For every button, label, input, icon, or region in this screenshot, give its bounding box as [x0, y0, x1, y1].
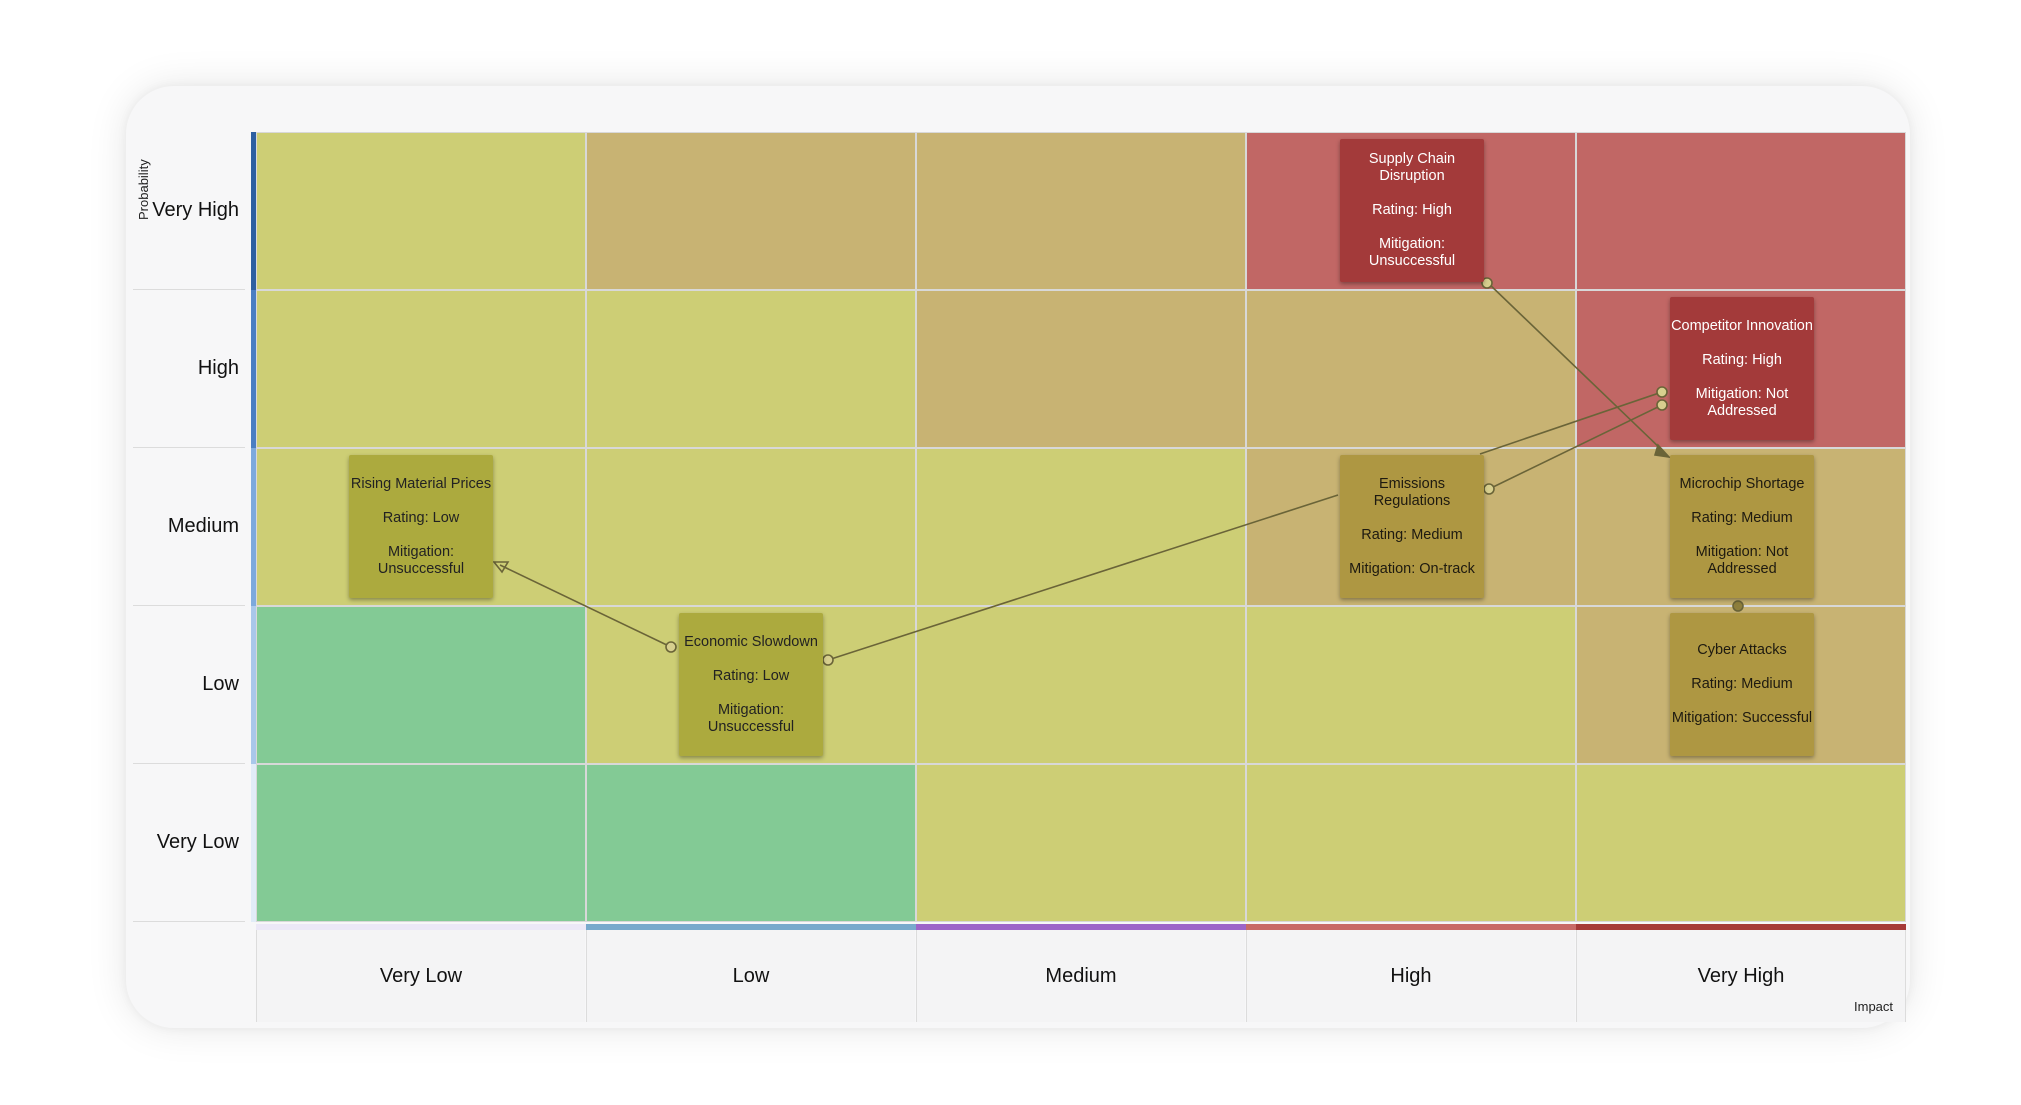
risk-mitigation: Mitigation: Successful: [1671, 710, 1813, 726]
cell-high-prob-high-impact: [1246, 290, 1576, 448]
row-bar-low: [251, 606, 256, 764]
cell-very-low-prob-low-impact: [586, 764, 916, 922]
col-bar-medium: [916, 924, 1246, 930]
risk-title: Rising Material Prices: [350, 475, 492, 492]
row-label-low: Low: [133, 606, 245, 764]
risk-card-economic-slowdown[interactable]: Economic Slowdown Rating: Low Mitigation…: [679, 613, 823, 756]
risk-mitigation: Mitigation: Not Addressed: [1695, 543, 1789, 577]
impact-axis-title: Impact: [1854, 999, 1894, 1014]
risk-rating: Rating: Low: [382, 509, 460, 526]
cell-medium-prob-low-impact: [586, 448, 916, 606]
risk-mitigation: Mitigation: Unsuccessful: [707, 701, 795, 735]
col-bar-very-high: [1576, 924, 1906, 930]
row-bar-medium: [251, 448, 256, 606]
risk-title: Supply Chain Disruption: [1368, 151, 1456, 184]
risk-rating: Rating: Low: [712, 667, 790, 684]
row-label-very-high: Very High: [133, 132, 245, 290]
cell-medium-prob-medium-impact: [916, 448, 1246, 606]
risk-title: Economic Slowdown: [684, 633, 818, 650]
col-label-medium: Medium: [916, 930, 1245, 1022]
row-bar-very-low: [251, 764, 256, 922]
cell-low-prob-very-low-impact: [256, 606, 586, 764]
risk-card-rising-material-prices[interactable]: Rising Material Prices Rating: Low Mitig…: [349, 455, 493, 598]
risk-title: Microchip Shortage: [1679, 475, 1805, 492]
row-label-high: High: [133, 290, 245, 448]
risk-card-supply-chain[interactable]: Supply Chain Disruption Rating: High Mit…: [1340, 139, 1484, 282]
risk-card-competitor-innovation[interactable]: Competitor Innovation Rating: High Mitig…: [1670, 297, 1814, 440]
cell-very-high-prob-very-high-impact: [1576, 132, 1906, 290]
row-bar-very-high: [251, 132, 256, 290]
col-label-high: High: [1246, 930, 1575, 1022]
row-label-very-low: Very Low: [133, 764, 245, 922]
cell-very-low-prob-very-low-impact: [256, 764, 586, 922]
cell-high-prob-low-impact: [586, 290, 916, 448]
cell-high-prob-very-low-impact: [256, 290, 586, 448]
cell-very-high-prob-low-impact: [586, 132, 916, 290]
risk-mitigation: Mitigation: Unsuccessful: [377, 543, 465, 577]
col-bar-high: [1246, 924, 1576, 930]
risk-mitigation: Mitigation: Unsuccessful: [1368, 236, 1456, 269]
cell-very-high-prob-very-low-impact: [256, 132, 586, 290]
col-label-low: Low: [586, 930, 915, 1022]
col-label-very-high: Very High: [1576, 930, 1906, 1022]
risk-rating: Rating: Medium: [1691, 509, 1793, 526]
col-label-very-low: Very Low: [256, 930, 585, 1022]
cell-low-prob-high-impact: [1246, 606, 1576, 764]
risk-mitigation: Mitigation: On-track: [1349, 560, 1475, 577]
risk-title: Emissions Regulations: [1373, 475, 1451, 509]
cell-very-low-prob-very-high-impact: [1576, 764, 1906, 922]
risk-title: Cyber Attacks: [1697, 642, 1787, 658]
risk-rating: Rating: High: [1702, 351, 1782, 368]
cell-low-prob-medium-impact: [916, 606, 1246, 764]
risk-rating: Rating: High: [1372, 202, 1452, 218]
risk-rating: Rating: Medium: [1691, 676, 1793, 692]
risk-rating: Rating: Medium: [1361, 526, 1463, 543]
row-bar-high: [251, 290, 256, 448]
row-label-medium: Medium: [133, 448, 245, 606]
col-bar-very-low: [256, 924, 586, 930]
cell-very-low-prob-high-impact: [1246, 764, 1576, 922]
cell-very-low-prob-medium-impact: [916, 764, 1246, 922]
col-bar-low: [586, 924, 916, 930]
risk-card-emissions-regulations[interactable]: Emissions Regulations Rating: Medium Mit…: [1340, 455, 1484, 598]
risk-mitigation: Mitigation: Not Addressed: [1695, 385, 1789, 419]
risk-card-microchip-shortage[interactable]: Microchip Shortage Rating: Medium Mitiga…: [1670, 455, 1814, 598]
risk-title: Competitor Innovation: [1671, 317, 1813, 334]
risk-card-cyber-attacks[interactable]: Cyber Attacks Rating: Medium Mitigation:…: [1670, 613, 1814, 756]
cell-very-high-prob-medium-impact: [916, 132, 1246, 290]
cell-high-prob-medium-impact: [916, 290, 1246, 448]
